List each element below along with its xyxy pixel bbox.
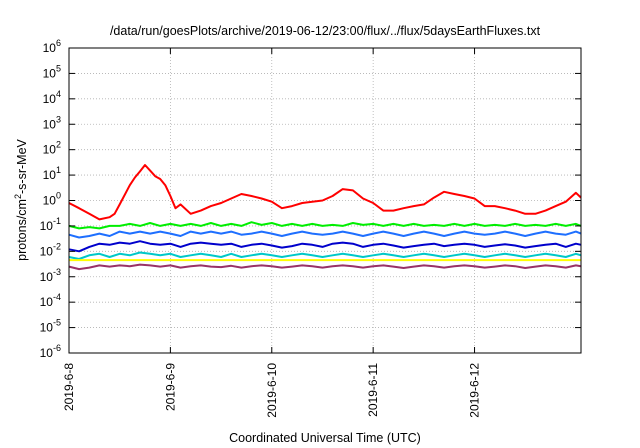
y-tick-exponent: -6 xyxy=(53,343,61,353)
y-tick-label: 102 xyxy=(43,140,61,157)
y-tick-label: 103 xyxy=(43,114,61,131)
y-axis-label: protons/cm2-s-sr-MeV xyxy=(13,138,29,260)
y-tick-labels: 10-610-510-410-310-210-11001011021031041… xyxy=(40,38,61,360)
y-tick-base: 10 xyxy=(40,270,54,284)
y-tick-label: 105 xyxy=(43,63,61,80)
y-tick-base: 10 xyxy=(40,244,54,258)
x-axis-label: Coordinated Universal Time (UTC) xyxy=(229,431,421,445)
x-tick-label: 2019-6-10 xyxy=(265,363,279,418)
x-tick-label: 2019-6-8 xyxy=(62,363,76,411)
y-tick-base: 10 xyxy=(40,346,54,360)
y-tick-base: 10 xyxy=(40,219,54,233)
y-tick-exponent: -1 xyxy=(53,216,61,226)
y-tick-exponent: 5 xyxy=(56,63,61,73)
y-tick-label: 10-4 xyxy=(40,292,61,309)
y-tick-label: 10-6 xyxy=(40,343,61,360)
y-tick-base: 10 xyxy=(43,92,57,106)
y-tick-base: 10 xyxy=(43,117,57,131)
y-tick-label: 10-5 xyxy=(40,318,61,335)
y-tick-label: 100 xyxy=(43,191,61,208)
x-tick-label: 2019-6-12 xyxy=(468,363,482,418)
x-tick-label: 2019-6-9 xyxy=(163,363,177,411)
y-tick-exponent: 1 xyxy=(56,165,61,175)
y-tick-exponent: -4 xyxy=(53,292,61,302)
chart-title: /data/run/goesPlots/archive/2019-06-12/2… xyxy=(110,24,541,38)
series-line-2 xyxy=(68,221,582,230)
series-group xyxy=(68,164,582,271)
y-axis-label-sup: 2 xyxy=(13,194,23,199)
series-line-3 xyxy=(68,230,582,239)
y-axis-label-rest: -s-sr-MeV xyxy=(15,138,29,194)
series-line-5 xyxy=(68,251,582,260)
y-tick-exponent: -3 xyxy=(53,267,61,277)
y-tick-label: 101 xyxy=(43,165,61,182)
y-tick-base: 10 xyxy=(43,143,57,157)
y-tick-label: 10-2 xyxy=(40,241,61,258)
y-tick-base: 10 xyxy=(43,66,57,80)
x-tick-labels: 2019-6-8 2019-6-9 2019-6-10 2019-6-11 2019-6… xyxy=(62,363,482,418)
series-line-7 xyxy=(68,263,582,271)
y-tick-exponent: 6 xyxy=(56,38,61,48)
grid xyxy=(69,48,581,353)
y-axis-label-main: protons/cm xyxy=(15,199,29,261)
y-tick-exponent: 2 xyxy=(56,140,61,150)
y-tick-base: 10 xyxy=(43,41,57,55)
y-tick-exponent: 0 xyxy=(56,191,61,201)
series-line-4 xyxy=(68,240,582,253)
y-tick-base: 10 xyxy=(43,194,57,208)
y-tick-exponent: 4 xyxy=(56,89,61,99)
y-tick-exponent: 3 xyxy=(56,114,61,124)
x-tick-label: 2019-6-11 xyxy=(366,363,380,417)
y-tick-label: 10-1 xyxy=(40,216,61,233)
axis-ticks xyxy=(68,47,581,354)
y-tick-base: 10 xyxy=(43,168,57,182)
y-tick-base: 10 xyxy=(40,321,54,335)
y-tick-exponent: -5 xyxy=(53,318,61,328)
y-tick-base: 10 xyxy=(40,295,54,309)
y-tick-label: 106 xyxy=(43,38,61,55)
y-tick-exponent: -2 xyxy=(53,241,61,251)
y-tick-label: 10-3 xyxy=(40,267,61,284)
series-line-1 xyxy=(68,164,582,221)
y-tick-label: 104 xyxy=(43,89,61,106)
